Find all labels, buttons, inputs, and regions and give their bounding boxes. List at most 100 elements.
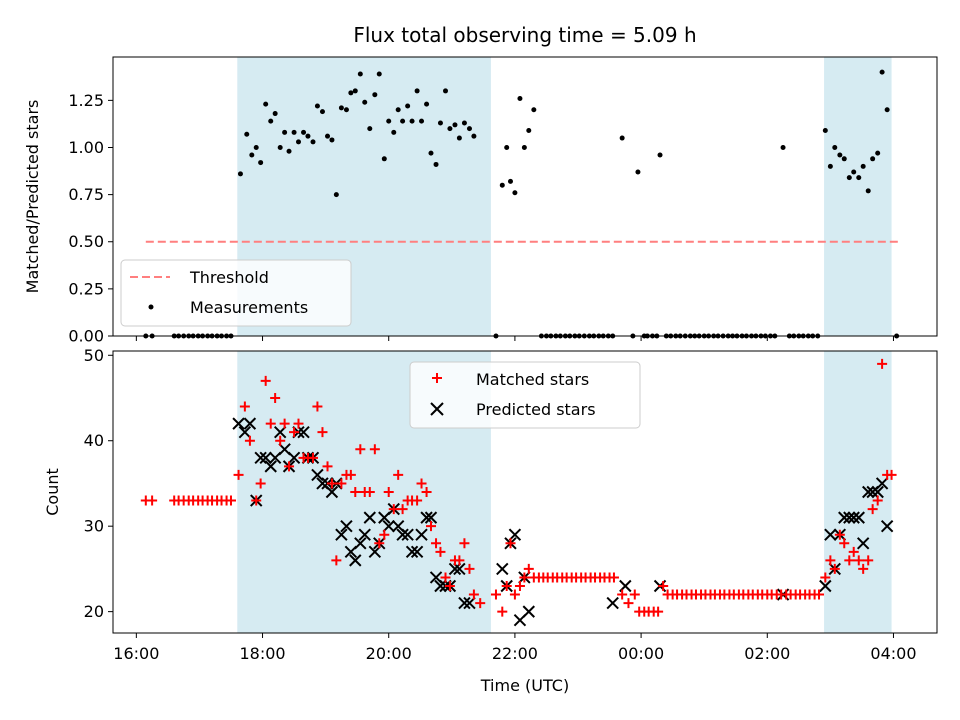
matched-point [872,495,883,506]
measurement-point [635,169,641,175]
measurement-point [277,144,283,150]
matched-point [416,478,427,489]
measurement-point [856,175,862,181]
measurement-point [343,107,349,113]
measurement-point [414,88,420,94]
measurement-point [386,118,392,124]
measurement-point [428,150,434,156]
matched-point [509,589,520,600]
top-y-axis-label: Matched/Predicted stars [23,100,42,294]
matched-point [629,589,640,600]
matched-point [829,563,840,574]
matched-point [421,487,432,497]
matched-point [336,478,347,489]
measurement-point [258,160,264,166]
predicted-point [871,485,884,499]
measurement-point [372,92,378,98]
y-tick-label: 20 [84,602,104,621]
measurement-point [884,107,890,113]
matched-point [834,529,845,540]
x-axis-label: Time (UTC) [480,676,569,695]
matched-point [886,469,897,480]
x-tick-label: 20:00 [366,644,412,663]
measurement-point [437,120,443,126]
matched-legend-label: Matched stars [476,370,589,389]
matched-point [505,538,516,549]
bottom-legend: Matched stars Predicted stars [409,361,641,429]
matched-point [853,555,864,566]
measurement-point [879,69,885,75]
shaded-span [824,57,892,336]
measurement-point [357,71,363,77]
measurement-point [827,163,833,169]
matched-point [468,589,479,600]
measurement-point [433,161,439,167]
predicted-point [606,596,619,610]
matched-point [270,393,281,403]
matched-point [623,598,634,609]
measurement-point [362,99,368,105]
matched-point [239,401,250,412]
measurement-point [846,175,852,181]
matched-point [317,427,328,438]
matched-point [374,538,385,549]
predicted-point [424,511,438,524]
predicted-point [232,417,245,430]
matched-point [858,563,869,574]
measurement-point [461,120,467,126]
matched-point [497,606,508,617]
bottom-y-axis-label: Count [43,468,62,516]
measurements-legend-swatch [148,304,154,310]
predicted-point [335,528,348,541]
predicted-point [875,477,889,490]
matched-point [501,581,512,591]
measurement-point [305,133,311,139]
matched-point [514,581,525,591]
matched-point [490,589,501,600]
predicted-point [843,511,856,524]
measurement-point [841,156,847,162]
matched-point [608,572,619,583]
matched-point [233,469,244,480]
measurement-point [333,192,339,198]
predicted-point [340,519,353,533]
measurement-point [319,109,325,115]
bottom-y-ticks: 20 30 40 50 [84,346,113,621]
measurement-point [443,88,449,94]
measurement-point [512,190,518,196]
x-tick-label: 18:00 [239,644,285,663]
predicted-point [824,528,837,541]
measurement-point [352,88,358,94]
matched-point [255,478,266,489]
measurement-point [447,126,453,132]
predicted-point [838,511,851,524]
matched-point [293,418,304,429]
measurement-point [338,105,344,111]
predicted-point [405,545,419,559]
measurement-point [409,118,415,124]
matched-point [284,461,295,472]
measurement-point [286,148,292,154]
matched-point [225,495,236,506]
measurement-point [367,126,373,132]
measurement-point [400,118,406,124]
measurement-point [517,95,523,101]
predicted-point [287,451,301,465]
matched-point [444,581,455,591]
matched-point [435,546,446,557]
measurement-point [249,152,255,158]
measurement-point [325,133,331,139]
measurement-point [507,178,513,184]
matched-point [523,563,534,574]
measurement-point [452,122,458,128]
top-legend-box [120,259,352,327]
matched-point [412,495,423,506]
chart-title: Flux total observing time = 5.09 h [353,23,696,47]
matched-legend-swatch [432,373,442,383]
bottom-legend-box [409,361,641,429]
measurement-point [376,71,382,77]
matched-point [345,469,356,480]
measurement-point [860,163,866,169]
matched-point [839,538,850,549]
measurement-point [531,107,537,113]
